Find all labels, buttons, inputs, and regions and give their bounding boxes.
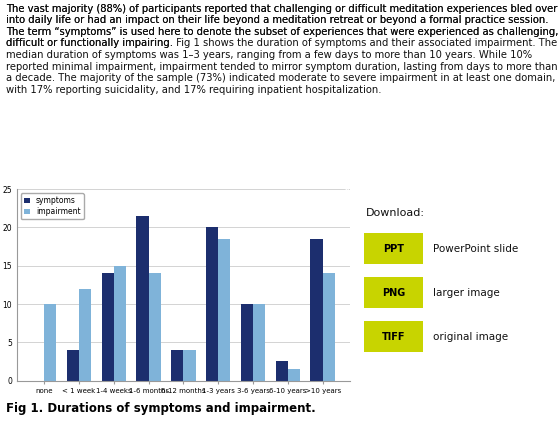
Bar — [79, 289, 91, 381]
Text: TIFF: TIFF — [381, 332, 405, 341]
Bar — [253, 304, 265, 381]
Bar — [44, 304, 57, 381]
Bar — [184, 350, 195, 381]
Bar — [148, 273, 161, 381]
Bar — [218, 239, 230, 381]
FancyBboxPatch shape — [363, 321, 423, 352]
Text: larger image: larger image — [433, 288, 500, 298]
Bar — [241, 304, 253, 381]
Bar — [101, 273, 114, 381]
Text: PowerPoint slide: PowerPoint slide — [433, 243, 519, 254]
Bar — [114, 266, 126, 381]
Bar — [137, 216, 148, 381]
Bar — [171, 350, 184, 381]
Bar — [288, 369, 300, 381]
Text: PPT: PPT — [383, 243, 404, 254]
Text: Download:: Download: — [366, 208, 424, 218]
Bar — [276, 361, 288, 381]
Text: Fig 1. Durations of symptoms and impairment.: Fig 1. Durations of symptoms and impairm… — [6, 402, 315, 415]
FancyBboxPatch shape — [363, 233, 423, 264]
Text: The vast majority (88%) of participants reported that challenging or difficult m: The vast majority (88%) of participants … — [6, 4, 558, 95]
Bar — [67, 350, 79, 381]
Text: ↗: ↗ — [339, 185, 349, 198]
Bar — [206, 227, 218, 381]
Text: PNG: PNG — [382, 288, 405, 298]
Bar — [323, 273, 335, 381]
Bar — [310, 239, 323, 381]
Legend: symptoms, impairment: symptoms, impairment — [21, 193, 83, 219]
Text: The vast majority (88%) of participants reported that challenging or difficult m: The vast majority (88%) of participants … — [6, 4, 558, 49]
FancyBboxPatch shape — [363, 277, 423, 308]
Text: original image: original image — [433, 332, 508, 341]
